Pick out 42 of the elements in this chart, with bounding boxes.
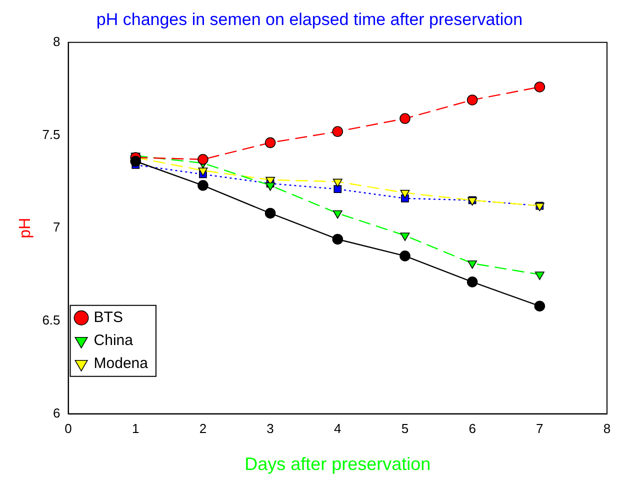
point: [534, 82, 546, 92]
point: [198, 168, 208, 176]
y-tick-label: 8: [53, 34, 60, 49]
point: [130, 156, 142, 167]
legend-label: Modena: [94, 355, 149, 372]
y-axis-title: pH: [17, 218, 34, 238]
point: [334, 185, 342, 194]
point: [400, 232, 410, 241]
point: [466, 276, 478, 288]
legend-label: BTS: [94, 309, 123, 326]
point: [400, 250, 410, 262]
chart-title: pH changes in semen on elapsed time after preservation: [96, 10, 523, 29]
y-tick-label: 7: [53, 220, 60, 235]
point: [264, 208, 276, 219]
x-tick-label: 7: [536, 421, 544, 436]
y-tick-label: 6.5: [42, 312, 60, 328]
point: [468, 260, 478, 269]
x-tick-label: 4: [334, 421, 342, 436]
x-tick-label: 6: [468, 421, 476, 436]
point: [466, 94, 478, 106]
x-tick-label: 0: [64, 421, 72, 436]
point: [198, 180, 208, 191]
x-tick-label: 2: [199, 421, 207, 436]
point: [332, 210, 342, 219]
x-tick-label: 8: [603, 421, 611, 436]
y-tick-label: 6: [53, 405, 60, 420]
point: [400, 113, 410, 124]
x-tick-label: 3: [266, 421, 274, 436]
point: [264, 137, 276, 148]
y-tick-label: 7.5: [42, 126, 60, 142]
x-tick-label: 5: [401, 421, 409, 436]
x-axis-title: Days after preservation: [244, 454, 431, 474]
point: [534, 272, 544, 280]
point: [266, 182, 276, 191]
point: [332, 178, 342, 188]
point: [332, 234, 344, 245]
point: [400, 190, 410, 198]
x-tick-label: 1: [132, 421, 140, 436]
point: [198, 154, 208, 165]
point: [332, 126, 344, 137]
point: [534, 300, 546, 312]
legend-label: China: [94, 332, 134, 350]
